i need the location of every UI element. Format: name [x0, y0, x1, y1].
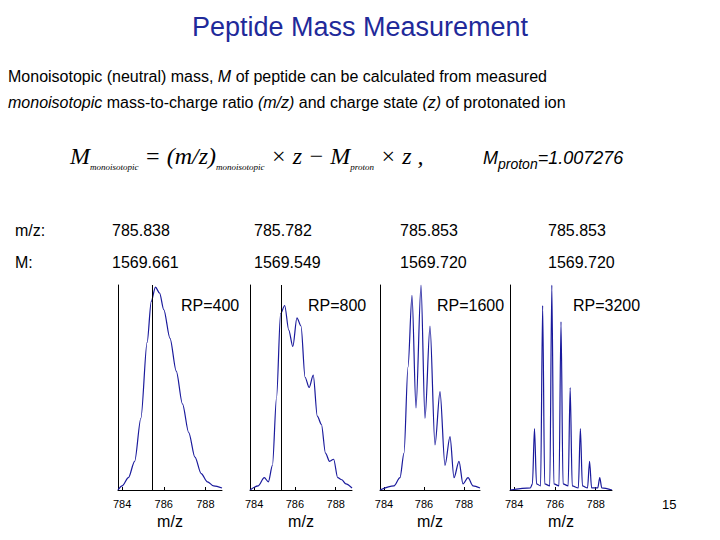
svg-text:RP=3200: RP=3200	[573, 297, 640, 314]
html-text:1569.549: 1569.549	[254, 254, 321, 271]
svg-text:786: 786	[286, 498, 304, 510]
svg-text:786: 786	[155, 498, 173, 510]
html-text:785.838: 785.838	[112, 222, 170, 239]
svg-text:784: 784	[375, 498, 393, 510]
html-text:785.853: 785.853	[400, 222, 458, 239]
html-text:Peptide Mass Measurement: Peptide Mass Measurement	[191, 12, 529, 42]
html-text:monoisotopic: monoisotopic	[216, 161, 265, 172]
html-text:M:: M:	[15, 254, 33, 271]
svg-text:RP=800: RP=800	[308, 297, 366, 314]
svg-text:m/z: m/z	[548, 513, 574, 530]
svg-text:RP=1600: RP=1600	[437, 297, 504, 314]
html-text:785.853: 785.853	[548, 222, 606, 239]
html-text:× z − M: × z − M	[264, 143, 351, 169]
html-text:1569.661: 1569.661	[112, 254, 179, 271]
html-text:Mproton=1.007276: Mproton=1.007276	[483, 148, 624, 172]
svg-text:784: 784	[113, 498, 131, 510]
svg-text:784: 784	[245, 498, 263, 510]
svg-text:m/z: m/z	[288, 513, 314, 530]
svg-text:788: 788	[196, 498, 214, 510]
html-text:monoisotopic mass-to-charge ra: monoisotopic mass-to-charge ratio (m/z) …	[8, 94, 566, 111]
html-text:1569.720: 1569.720	[400, 254, 467, 271]
html-text:1569.720: 1569.720	[548, 254, 615, 271]
svg-text:788: 788	[455, 498, 473, 510]
html-text:M: M	[70, 143, 90, 169]
html-text:proton: proton	[350, 161, 374, 172]
html-text:15: 15	[662, 497, 677, 512]
svg-text:788: 788	[327, 498, 345, 510]
html-text:= (m/z): = (m/z)	[138, 143, 216, 169]
html-text:× z ,: × z ,	[373, 143, 424, 169]
svg-text:m/z: m/z	[417, 513, 443, 530]
html-text:m/z:: m/z:	[15, 222, 46, 239]
html-text:Monoisotopic (neutral) mass, M: Monoisotopic (neutral) mass, M of peptid…	[8, 68, 547, 85]
svg-text:RP=400: RP=400	[181, 297, 239, 314]
svg-text:784: 784	[505, 498, 523, 510]
svg-text:786: 786	[546, 498, 564, 510]
svg-text:786: 786	[415, 498, 433, 510]
html-text:785.782: 785.782	[254, 222, 312, 239]
svg-text:788: 788	[587, 498, 605, 510]
html-text:monoisotopic: monoisotopic	[90, 161, 139, 172]
svg-text:m/z: m/z	[157, 513, 183, 530]
